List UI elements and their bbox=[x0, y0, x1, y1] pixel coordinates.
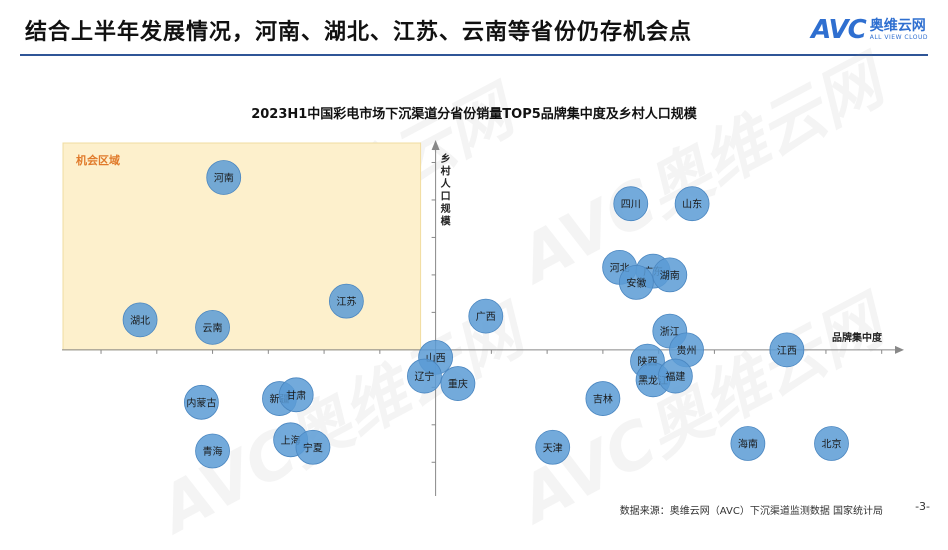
bubble bbox=[468, 298, 504, 334]
logo-cn: 奥维云网 bbox=[869, 18, 926, 34]
bubble bbox=[730, 426, 766, 461]
y-axis-label-char: 乡 bbox=[441, 152, 451, 165]
bubble-label: 北京 bbox=[822, 438, 842, 451]
bubble-label: 浙江 bbox=[660, 326, 680, 338]
bubble bbox=[122, 302, 158, 338]
bubble-label: 宁夏 bbox=[303, 441, 323, 454]
bubble bbox=[814, 426, 849, 461]
scatter-chart: 机会区域品牌集中度乡村人口规模河南四川山东河北广东安徽湖南江苏湖北云南广西浙江贵… bbox=[62, 140, 904, 496]
opportunity-region-label: 机会区域 bbox=[76, 153, 120, 167]
bubble bbox=[613, 186, 649, 222]
bubble-label: 海南 bbox=[738, 438, 758, 451]
bubble-label: 湖南 bbox=[660, 269, 680, 282]
bubble bbox=[585, 381, 621, 416]
logo-text: 奥维云网 ALL VIEW CLOUD bbox=[870, 18, 928, 42]
bubble bbox=[618, 264, 654, 300]
data-source: 数据来源：奥维云网（AVC）下沉渠道监测数据 国家统计局 bbox=[619, 506, 883, 517]
opportunity-region bbox=[62, 142, 422, 351]
bubble-label: 甘肃 bbox=[286, 389, 306, 402]
bubble-label: 江西 bbox=[777, 345, 797, 357]
page-number: -3- bbox=[915, 500, 930, 513]
logo-en: ALL VIEW CLOUD bbox=[869, 34, 928, 41]
bubble-label: 青海 bbox=[203, 445, 223, 458]
bubble-label: 河南 bbox=[214, 171, 234, 184]
bubble-label: 山东 bbox=[682, 198, 702, 211]
avc-logo: AVC 奥维云网 ALL VIEW CLOUD bbox=[811, 14, 928, 46]
bubble bbox=[769, 332, 805, 368]
bubble-label: 安徽 bbox=[626, 276, 646, 289]
bubble-label: 江苏 bbox=[336, 295, 356, 308]
bubble-label: 辽宁 bbox=[414, 370, 434, 383]
y-axis-label-char: 口 bbox=[441, 192, 451, 203]
logo-mark: AVC bbox=[811, 15, 867, 45]
bubble bbox=[657, 358, 693, 394]
bubble-label: 天津 bbox=[543, 442, 563, 454]
x-axis-label: 品牌集中度 bbox=[832, 331, 883, 344]
bubble bbox=[440, 366, 476, 401]
bubble bbox=[535, 429, 571, 465]
bubble bbox=[328, 283, 364, 319]
chart-title: 2023H1中国彩电市场下沉渠道分省份销量TOP5品牌集中度及乡村人口规模 bbox=[251, 107, 697, 122]
y-axis-label-char: 人 bbox=[441, 177, 452, 190]
bubble-label: 贵州 bbox=[677, 344, 697, 357]
bubble bbox=[278, 377, 314, 413]
bubble-label: 重庆 bbox=[448, 378, 468, 391]
header-rule bbox=[20, 54, 928, 56]
bubble bbox=[195, 309, 230, 345]
y-axis-label-char: 规 bbox=[441, 202, 451, 215]
y-axis-arrow bbox=[431, 140, 440, 150]
bubble-label: 福建 bbox=[665, 370, 685, 383]
bubble bbox=[407, 358, 442, 394]
bubble-label: 吉林 bbox=[593, 393, 613, 406]
bubble bbox=[184, 384, 219, 420]
y-axis-label-char: 村 bbox=[441, 165, 451, 178]
bubble-label: 广西 bbox=[476, 311, 496, 323]
x-axis-arrow bbox=[895, 345, 904, 354]
bubble-label: 上海 bbox=[281, 434, 301, 447]
bubble-label: 四川 bbox=[621, 200, 641, 211]
bubble bbox=[206, 160, 242, 195]
bubble-label: 湖北 bbox=[130, 315, 150, 327]
y-axis-label-char: 模 bbox=[441, 215, 452, 228]
bubble-label: 内蒙古 bbox=[186, 396, 216, 409]
slide-header: 结合上半年发展情况，河南、湖北、江苏、云南等省份仍存机会点 AVC 奥维云网 A… bbox=[0, 0, 948, 56]
bubble-label: 云南 bbox=[203, 321, 223, 334]
slide-title: 结合上半年发展情况，河南、湖北、江苏、云南等省份仍存机会点 bbox=[25, 20, 693, 45]
bubble bbox=[195, 433, 230, 469]
bubble bbox=[295, 429, 331, 465]
bubble bbox=[674, 186, 710, 222]
bubble bbox=[652, 257, 688, 293]
